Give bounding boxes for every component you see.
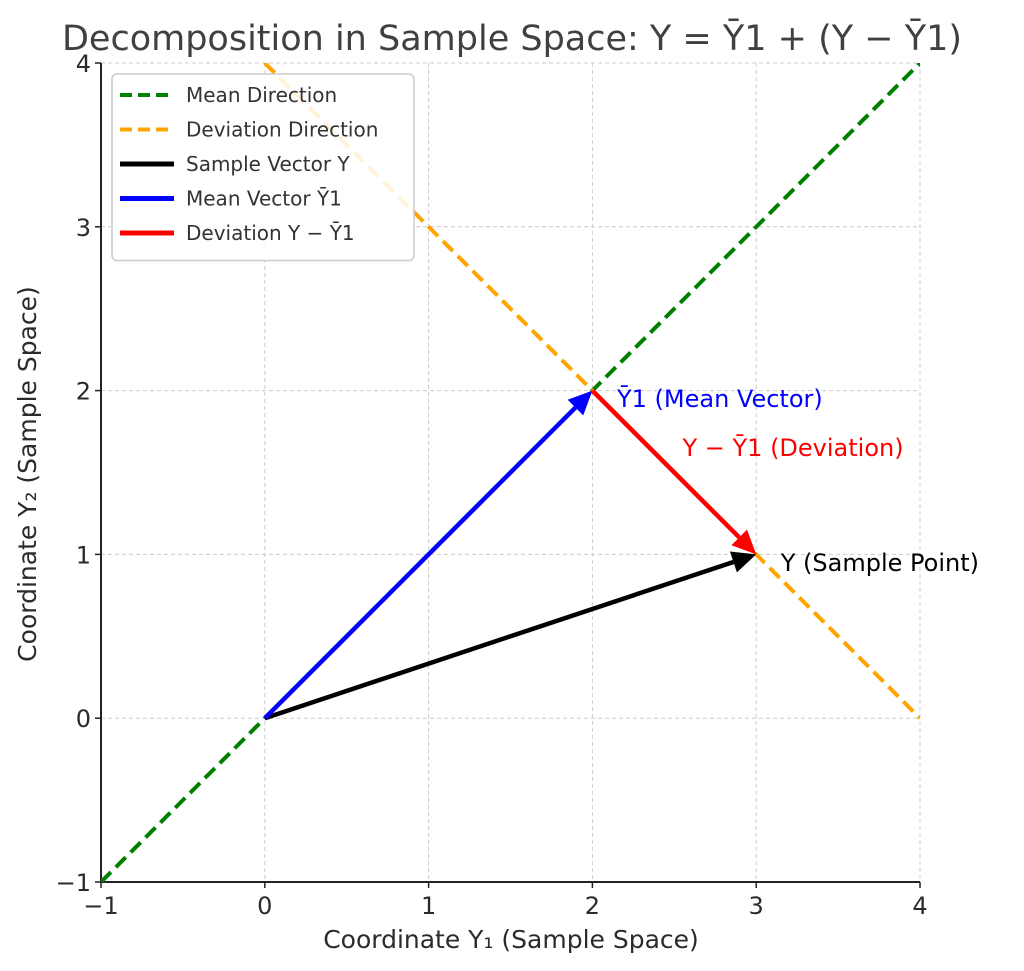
x-tick-label: 1 <box>421 892 436 920</box>
x-tick-label: −1 <box>83 892 118 920</box>
x-tick-label: 0 <box>257 892 272 920</box>
y-tick-label: 1 <box>76 541 91 569</box>
legend: Mean Direction Deviation Direction Sample … <box>111 73 415 262</box>
y-tick-label: 3 <box>76 214 91 242</box>
x-axis-label: Coordinate Y₁ (Sample Space) <box>323 925 699 954</box>
annotation-label: Y (Sample Point) <box>780 549 979 577</box>
vector-shaft-sample-vector-y <box>264 559 735 721</box>
vector-shaft-deviation-y-1 <box>590 389 741 540</box>
y-tick-label: 2 <box>76 378 91 406</box>
y-tick-label: −1 <box>56 869 91 897</box>
legend-label: Mean Direction <box>186 83 337 107</box>
annotation-label: Y − Ȳ1 (Deviation) <box>681 433 903 462</box>
legend-label: Sample Vector Y <box>186 152 350 176</box>
legend-label: Deviation Y − Ȳ1 <box>186 221 355 245</box>
legend-entry-sample-vector-y: Sample Vector Y <box>120 152 350 176</box>
vector-head-mean-vector-1 <box>567 390 593 416</box>
y-tick-label: 0 <box>76 705 91 733</box>
x-tick-label: 4 <box>912 892 927 920</box>
y-axis-label: Coordinate Y₂ (Sample Space) <box>13 286 42 662</box>
vector-shaft-mean-vector-1 <box>263 405 578 720</box>
legend-label: Mean Vector Ȳ1 <box>186 187 342 211</box>
tick-labels: −1 0 1 2 3 4 −1 0 1 2 3 4 <box>56 50 928 920</box>
x-tick-label: 3 <box>749 892 764 920</box>
legend-label: Deviation Direction <box>186 118 378 142</box>
legend-frame <box>111 73 415 262</box>
annotations: Ȳ1 (Mean Vector) Y − Ȳ1 (Deviation) Y (Sam… <box>616 384 979 577</box>
x-tick-label: 2 <box>585 892 600 920</box>
annotation-label: Ȳ1 (Mean Vector) <box>616 384 823 413</box>
vector-head-sample-vector-y <box>729 551 757 573</box>
legend-entry-deviation-direction: Deviation Direction <box>120 118 378 142</box>
vector-head-deviation-y-1 <box>731 529 757 555</box>
chart-title: Decomposition in Sample Space: Y = Ȳ1 + … <box>62 18 962 59</box>
legend-entry-deviation-y-1: Deviation Y − Ȳ1 <box>120 221 355 245</box>
y-tick-label: 4 <box>76 50 91 78</box>
legend-entry-mean-direction: Mean Direction <box>120 83 337 107</box>
legend-entry-mean-vector-1: Mean Vector Ȳ1 <box>120 187 342 211</box>
axes <box>95 62 921 888</box>
